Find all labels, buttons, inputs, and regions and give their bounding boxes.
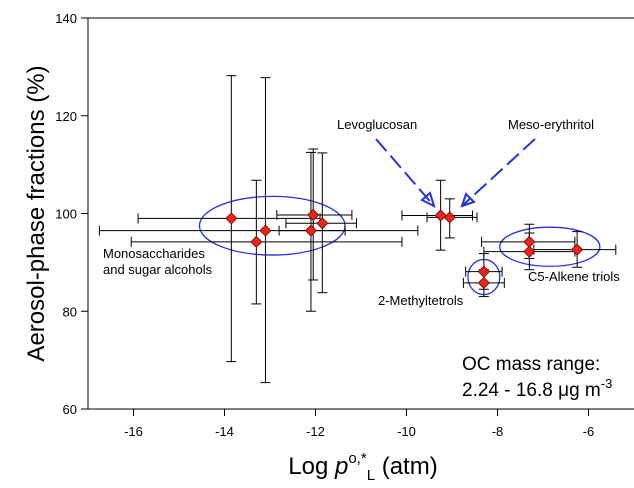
x-tick-label: -10 [397,424,416,439]
oc-mass-line1: OC mass range: [462,354,600,375]
label-arrows [375,138,536,208]
x-axis-ticks: -16 -14 -12 -10 -8 -6 [124,409,594,439]
meso-erythritol-arrow-line [461,138,536,207]
data-markers [225,208,584,289]
data-point [477,265,490,278]
y-axis-title: Aerosol-phase fractions (%) [23,65,50,361]
data-point [316,217,329,230]
y-tick-label: 60 [63,402,77,417]
oc-mass-line2: 2.24 - 16.8 μg m-3 [462,376,612,401]
x-axis-title-subscript: L [367,467,375,484]
data-point [304,224,318,237]
data-point [443,211,456,224]
levoglucosan-arrow-head [420,191,436,208]
oc-mass-unit-exp: -3 [601,376,613,391]
group-ellipse [499,226,601,267]
x-tick-label: -6 [583,424,595,439]
y-tick-label: 100 [55,207,77,222]
data-point [225,212,238,225]
data-point [250,235,263,248]
data-point [477,276,490,289]
x-axis-title-symbol: p [334,453,348,480]
meso-erythritol-arrow-head [460,192,476,208]
label-methyltetrols: 2-Methyltetrols [378,293,464,308]
plot-frame [87,17,634,410]
oc-mass-value: 2.24 - 16.8 [462,380,553,401]
y-tick-label: 120 [55,109,77,124]
x-tick-label: -12 [306,424,325,439]
x-tick-label: -16 [124,424,143,439]
x-axis-title-prefix: Log [288,453,335,480]
data-point [307,208,320,222]
x-tick-label: -8 [492,424,504,439]
x-axis-title-superscript: o,* [348,450,367,467]
label-monosaccharides-line2: and sugar alcohols [103,262,213,277]
label-c5-alkene-triols: C5-Alkene triols [528,269,620,284]
label-levoglucosan: Levoglucosan [337,117,417,132]
oc-mass-unit-rest: g m [569,380,601,401]
group-labels: Monosaccharides and sugar alcohols Levog… [103,117,620,308]
label-meso-erythritol: Meso-erythritol [508,117,594,132]
x-tick-label: -14 [215,424,234,439]
x-axis-title-unit: (atm) [375,453,438,480]
oc-mass-unit-mu: μ [558,380,569,401]
data-point [523,245,536,258]
label-monosaccharides-line1: Monosaccharides [103,246,205,261]
y-tick-label: 140 [55,11,77,26]
x-axis-title: Log po,*L (atm) [288,450,437,484]
label-monosaccharides: Monosaccharides and sugar alcohols [103,246,213,277]
levoglucosan-arrow-line [375,138,435,207]
data-point [259,224,272,237]
oc-mass-annotation: OC mass range: 2.24 - 16.8 μg m-3 [462,354,612,401]
y-axis-ticks: 60 80 100 120 140 [55,11,88,417]
y-tick-label: 80 [63,304,77,319]
data-point [434,209,447,222]
data-point [571,243,584,256]
